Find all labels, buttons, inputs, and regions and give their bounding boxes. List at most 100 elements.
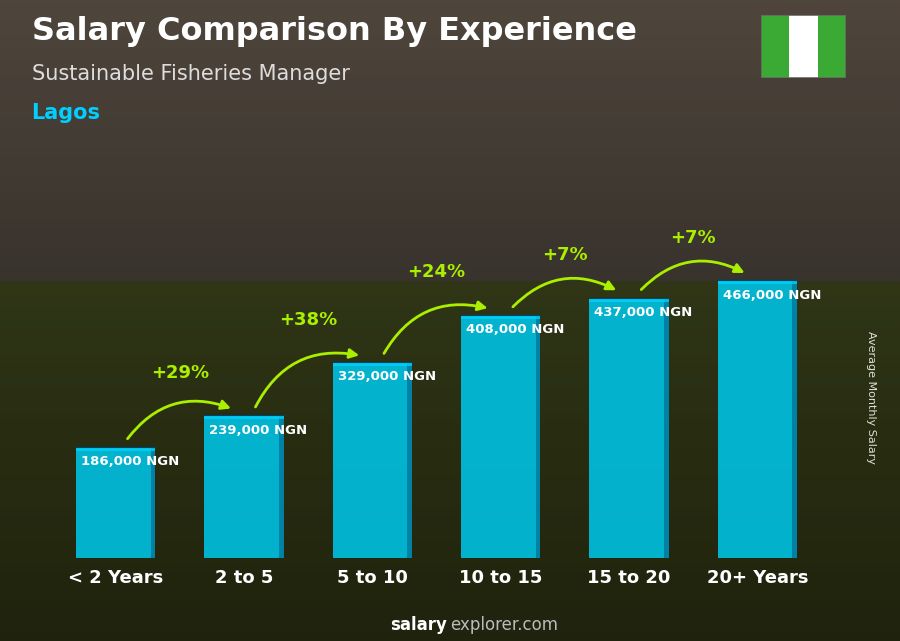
Bar	[332, 362, 412, 558]
Bar	[0, 586, 900, 592]
Bar	[0, 317, 900, 322]
Bar	[0, 572, 900, 578]
Bar	[0, 501, 900, 506]
Bar	[0, 393, 900, 399]
Bar	[0, 510, 900, 515]
Text: Lagos: Lagos	[32, 103, 101, 122]
Bar	[0, 631, 900, 637]
Text: 408,000 NGN: 408,000 NGN	[466, 323, 564, 336]
Bar	[0, 204, 900, 210]
Bar	[0, 126, 900, 132]
Bar	[0, 447, 900, 453]
Bar	[0, 330, 900, 336]
Bar	[204, 415, 284, 558]
Bar	[792, 280, 797, 558]
Bar	[0, 116, 900, 122]
Bar	[817, 15, 846, 78]
Bar	[0, 496, 900, 502]
Bar	[0, 429, 900, 435]
Text: +24%: +24%	[408, 263, 465, 281]
Text: Salary Comparison By Experience: Salary Comparison By Experience	[32, 16, 636, 47]
Bar	[0, 146, 900, 151]
Bar	[0, 199, 900, 205]
Bar	[0, 229, 900, 235]
Bar	[279, 415, 284, 558]
Bar	[0, 469, 900, 475]
Bar	[0, 112, 900, 117]
Bar	[0, 248, 900, 254]
Bar	[789, 15, 817, 78]
Bar	[0, 290, 900, 296]
Bar	[0, 160, 900, 166]
Bar	[0, 599, 900, 605]
Bar	[0, 258, 900, 264]
Bar	[0, 238, 900, 244]
Bar	[0, 294, 900, 300]
Bar	[0, 19, 900, 24]
Bar	[0, 67, 900, 73]
Bar	[0, 272, 900, 279]
Bar	[0, 622, 900, 628]
Bar	[0, 402, 900, 408]
Text: +29%: +29%	[150, 364, 209, 382]
Bar	[590, 297, 669, 301]
Bar	[0, 370, 900, 376]
Bar	[0, 101, 900, 108]
Bar	[0, 233, 900, 240]
Bar	[0, 175, 900, 181]
Bar	[0, 209, 900, 215]
Bar	[0, 532, 900, 538]
Bar	[0, 140, 900, 147]
Bar	[0, 121, 900, 127]
Bar	[332, 362, 412, 366]
Bar	[0, 406, 900, 412]
Bar	[0, 460, 900, 466]
Bar	[0, 487, 900, 493]
Bar	[0, 537, 900, 542]
Bar	[0, 550, 900, 556]
Bar	[717, 280, 797, 285]
Bar	[0, 375, 900, 381]
Bar	[0, 151, 900, 156]
Bar	[0, 411, 900, 417]
Bar	[0, 388, 900, 394]
Bar	[0, 312, 900, 318]
Bar	[0, 353, 900, 358]
Bar	[0, 523, 900, 529]
Bar	[0, 595, 900, 601]
Bar	[0, 136, 900, 142]
Bar	[0, 299, 900, 304]
Bar	[0, 541, 900, 547]
Bar	[0, 62, 900, 69]
Bar	[0, 268, 900, 274]
Text: salary: salary	[391, 616, 447, 634]
Bar	[590, 297, 669, 558]
Bar	[0, 47, 900, 54]
Bar	[0, 514, 900, 520]
Bar	[0, 179, 900, 186]
Bar	[0, 563, 900, 569]
Bar	[0, 528, 900, 533]
Bar	[0, 321, 900, 327]
Bar	[76, 447, 156, 558]
Text: 437,000 NGN: 437,000 NGN	[594, 306, 693, 319]
Bar	[0, 505, 900, 511]
Bar	[0, 415, 900, 421]
Bar	[760, 15, 789, 78]
Bar	[0, 474, 900, 479]
Bar	[0, 253, 900, 259]
Text: 239,000 NGN: 239,000 NGN	[210, 424, 308, 437]
Bar	[0, 384, 900, 390]
Bar	[0, 87, 900, 93]
Bar	[0, 194, 900, 201]
Bar	[0, 397, 900, 403]
Bar	[0, 263, 900, 269]
Bar	[204, 415, 284, 419]
Bar	[0, 282, 900, 288]
Bar	[0, 581, 900, 587]
Bar	[0, 456, 900, 462]
Bar	[461, 315, 541, 319]
Bar	[0, 77, 900, 83]
Bar	[0, 92, 900, 98]
Text: explorer.com: explorer.com	[450, 616, 558, 634]
